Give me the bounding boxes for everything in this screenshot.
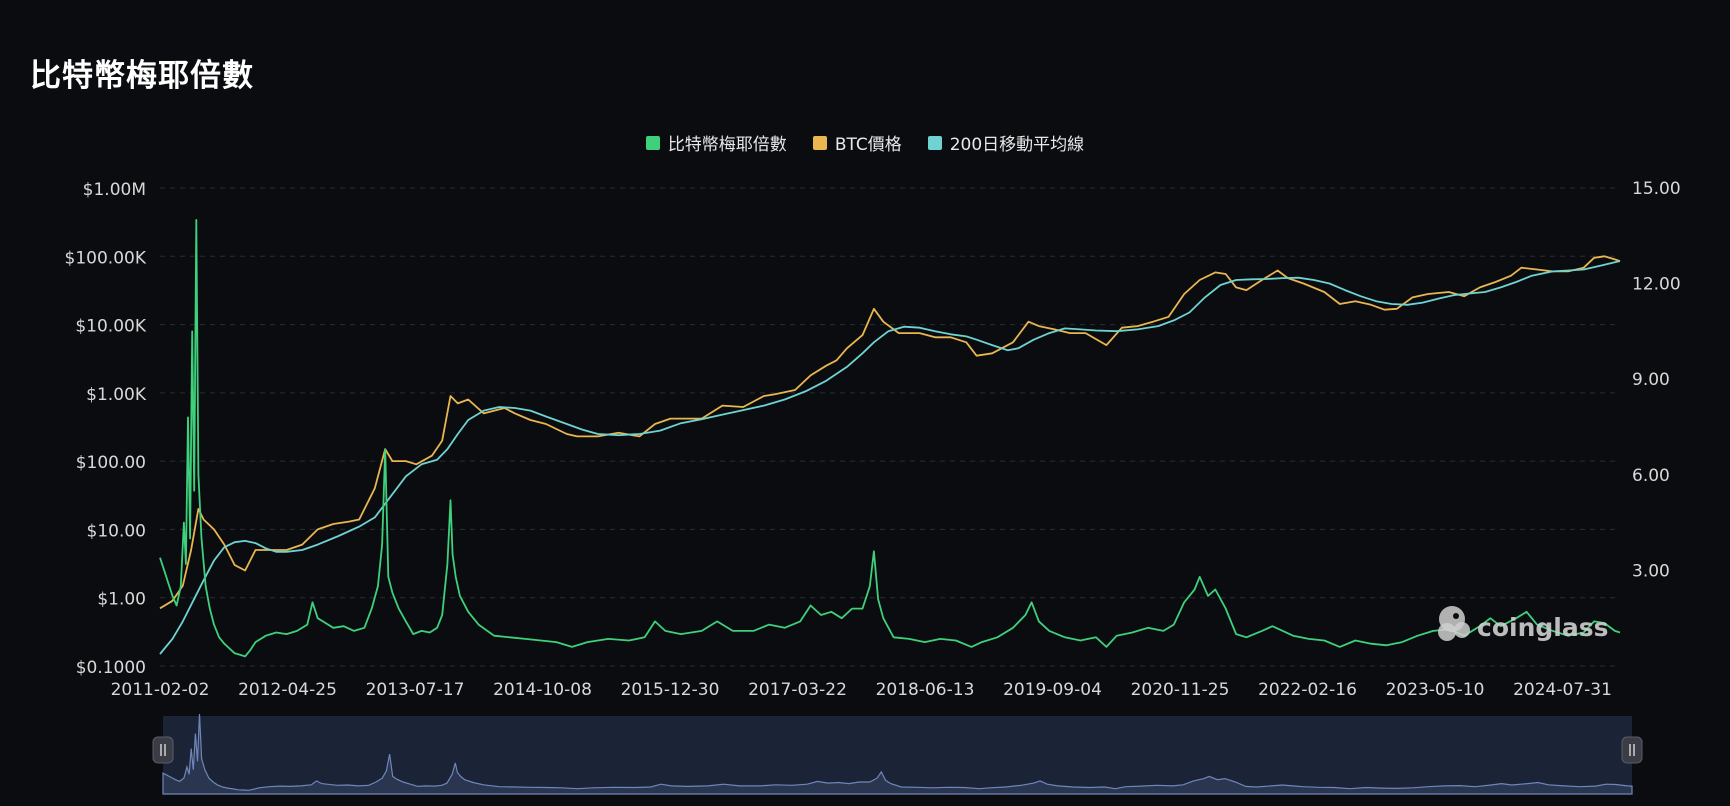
x-tick-label: 2015-12-30: [621, 680, 720, 700]
left-tick-label: $10.00: [87, 521, 146, 541]
x-tick-label: 2018-06-13: [876, 680, 975, 700]
legend-swatch-price: [812, 135, 827, 150]
series-line: [159, 260, 1621, 655]
coinglass-logo-icon: [1438, 606, 1470, 641]
x-tick-label: 2013-07-17: [366, 680, 465, 700]
x-tick-label: 2023-05-10: [1386, 680, 1485, 700]
x-tick-label: 2022-02-16: [1258, 680, 1357, 700]
legend-item-mayer[interactable]: 比特幣梅耶倍數: [645, 130, 787, 155]
x-tick-label: 2011-02-02: [111, 680, 210, 700]
legend-swatch-ma200: [927, 135, 942, 150]
x-tick-label: 2019-09-04: [1003, 680, 1102, 700]
range-navigator[interactable]: [152, 713, 1643, 795]
navigator-window[interactable]: [163, 716, 1632, 794]
series-line: [159, 219, 1621, 658]
navigator-handle-right[interactable]: [1621, 736, 1643, 764]
x-tick-label: 2020-11-25: [1131, 680, 1230, 700]
legend-label-price: BTC價格: [834, 135, 902, 155]
x-axis-ticks: 2011-02-02 2012-04-25 2013-07-17 2014-10-08…: [111, 680, 1612, 700]
left-tick-label: $100.00: [76, 453, 146, 473]
series-line: [159, 255, 1621, 610]
legend-label-ma200: 200日移動平均線: [949, 135, 1085, 155]
left-tick-label: $1.00K: [86, 385, 147, 405]
series-layer: [159, 219, 1621, 658]
left-tick-label: $100.00K: [65, 248, 147, 268]
watermark: coinglass: [1438, 606, 1608, 642]
left-axis-ticks: $0.1000 $1.00 $10.00 $100.00 $1.00K $10.00K $1…: [65, 180, 147, 678]
grid-layer: [160, 187, 1620, 667]
right-tick-label: 12.00: [1632, 275, 1681, 295]
x-tick-label: 2012-04-25: [238, 680, 337, 700]
right-tick-label: 6.00: [1632, 466, 1670, 486]
legend-item-price[interactable]: BTC價格: [812, 130, 902, 155]
right-tick-label: 15.00: [1632, 179, 1681, 199]
x-tick-label: 2024-07-31: [1513, 680, 1612, 700]
right-tick-label: 9.00: [1632, 370, 1670, 390]
legend-swatch-mayer: [645, 135, 660, 150]
right-axis-ticks: 3.00 6.00 9.00 12.00 15.00: [1632, 179, 1681, 581]
left-tick-label: $10.00K: [75, 317, 146, 337]
legend: 比特幣梅耶倍數 BTC價格 200日移動平均線: [0, 130, 1730, 155]
legend-item-ma200[interactable]: 200日移動平均線: [927, 130, 1085, 155]
page-title: 比特幣梅耶倍數: [30, 58, 254, 94]
left-tick-label: $0.1000: [76, 658, 146, 678]
left-tick-label: $1.00: [97, 590, 146, 610]
watermark-text: coinglass: [1477, 613, 1608, 642]
navigator-handle-left[interactable]: [152, 736, 174, 764]
legend-label-mayer: 比特幣梅耶倍數: [667, 135, 787, 155]
right-tick-label: 3.00: [1632, 561, 1670, 581]
x-tick-label: 2017-03-22: [748, 680, 847, 700]
left-tick-label: $1.00M: [83, 180, 146, 200]
navigator-series: [162, 713, 1633, 795]
x-tick-label: 2014-10-08: [493, 680, 592, 700]
